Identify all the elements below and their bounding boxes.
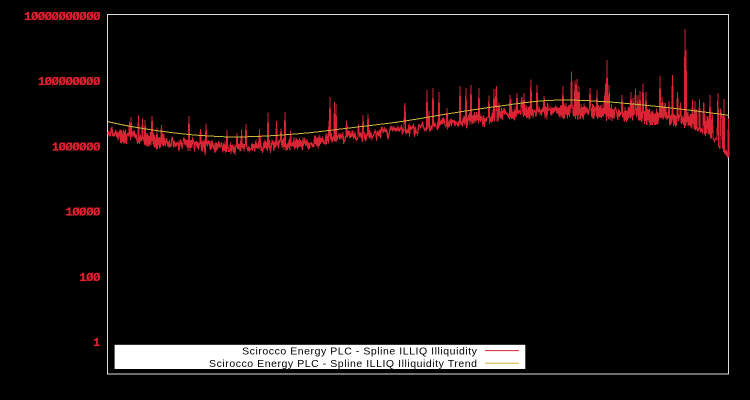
svg-text:1: 1 (93, 336, 100, 350)
svg-text:Scirocco Energy PLC - Spline I: Scirocco Energy PLC - Spline ILLIQ Illiq… (209, 358, 477, 370)
svg-text:1ØØØØ: 1ØØØØ (65, 206, 100, 220)
svg-text:1ØØØØØØ: 1ØØØØØØ (52, 140, 100, 154)
svg-text:Scirocco Energy PLC - Spline I: Scirocco Energy PLC - Spline ILLIQ Illiq… (242, 345, 478, 357)
svg-text:1ØØ: 1ØØ (79, 271, 100, 285)
svg-text:1ØØØØØØØØØØ: 1ØØØØØØØØØØ (24, 10, 100, 24)
svg-text:1ØØØØØØØØ: 1ØØØØØØØØ (38, 75, 100, 89)
